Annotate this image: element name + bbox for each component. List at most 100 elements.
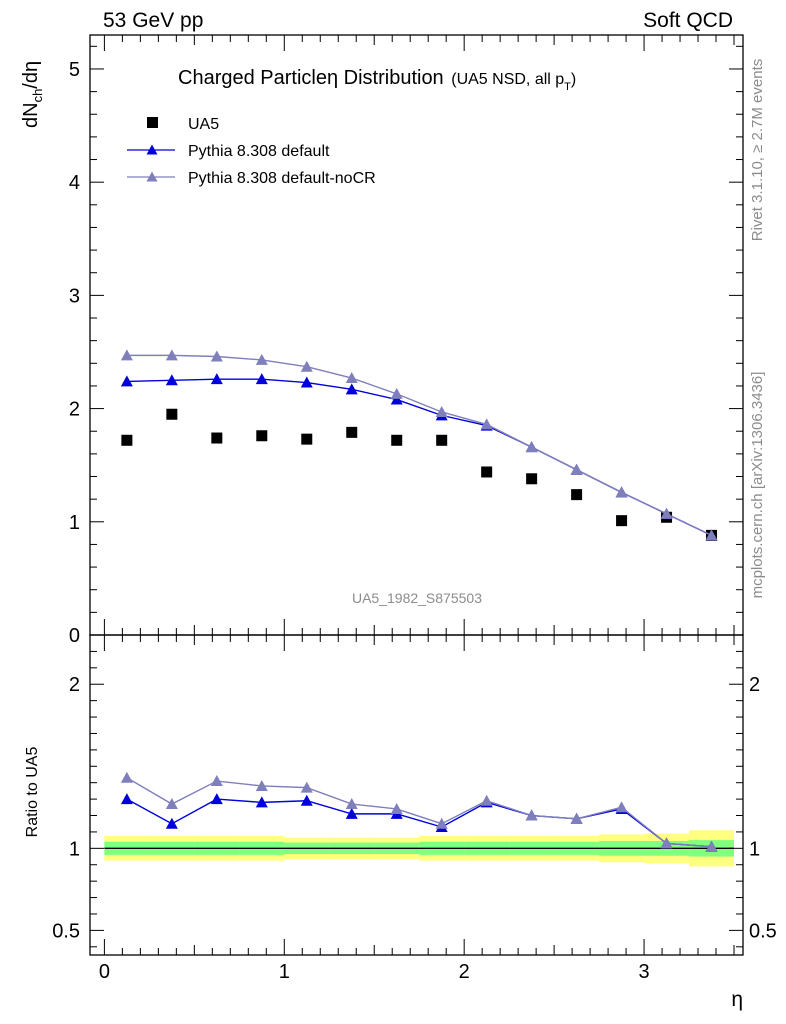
ratio-y-axis-label: Ratio to UA5 [24, 747, 41, 838]
main-axis-ticks: 0 1 2 3 4 5 [69, 35, 743, 647]
ratio-y-tick-label-right: 2 [749, 674, 760, 696]
main-y-tick-label: 3 [69, 285, 80, 307]
ratio-default-point [210, 793, 223, 805]
pythia-nocr-point [390, 387, 403, 399]
ua5-data-point [481, 466, 493, 478]
pythia-default-point [165, 374, 178, 386]
chart-title-subscript: T [564, 81, 571, 93]
pythia-default-point [120, 375, 133, 387]
pythia-nocr-point [255, 353, 268, 365]
pythia-default-point [300, 376, 313, 388]
ratio-nocr-point [435, 817, 448, 829]
ratio-nocr-point [345, 798, 358, 810]
ratio-nocr-point [660, 837, 673, 849]
pythia-nocr-point [480, 418, 493, 430]
legend-marker-nocr [146, 171, 158, 182]
ratio-nocr-point [165, 798, 178, 810]
ratio-nocr-point [255, 779, 268, 791]
ratio-nocr-point [525, 809, 538, 821]
x-tick-label: 2 [459, 961, 470, 983]
main-y-tick-label: 0 [69, 625, 80, 647]
chart-title-sub: (UA5 NSD, all p [451, 71, 564, 88]
ratio-series-group [120, 771, 718, 852]
ua5-data-point [571, 489, 583, 501]
ratio-default-point [345, 807, 358, 819]
main-y-tick-label: 5 [69, 59, 80, 81]
ratio-axis-ticks: 0.5 0.5 1 1 2 2 0 1 2 3 [52, 634, 777, 983]
pythia-nocr-point [570, 463, 583, 475]
ratio-nocr-point [480, 794, 493, 806]
ratio-nocr-point [210, 775, 223, 787]
x-axis-label: η [731, 988, 743, 1011]
legend-label-default: Pythia 8.308 default [188, 143, 330, 160]
pythia-nocr-point [660, 507, 673, 519]
pythia-nocr-point [300, 360, 313, 372]
ua5-data-point [616, 515, 628, 527]
ratio-y-tick-label-right: 0.5 [749, 920, 777, 942]
legend-marker-default [146, 144, 158, 155]
ua5-data-point [436, 434, 448, 446]
pythia-nocr-point [525, 441, 538, 453]
main-y-tick-label: 1 [69, 512, 80, 534]
chart-title-main: Charged Particleη Distribution [178, 67, 444, 89]
pythia-default-point [345, 383, 358, 395]
ratio-nocr-line [126, 777, 712, 848]
main-series-group [120, 349, 718, 541]
ua5-data-point [301, 433, 313, 445]
rivet-version-label: Rivet 3.1.10, ≥ 2.7M events [749, 59, 766, 242]
ua5-data-point [256, 430, 268, 442]
pythia-nocr-line [126, 354, 712, 537]
main-y-tick-label: 2 [69, 399, 80, 421]
ua5-data-point [526, 473, 538, 485]
analysis-id-label: UA5_1982_S875503 [352, 590, 482, 606]
pythia-nocr-point [165, 349, 178, 361]
pythia-nocr-point [345, 372, 358, 384]
main-y-label-end: /dη [20, 61, 42, 89]
main-y-tick-label: 4 [69, 172, 80, 194]
pythia-default-point [210, 373, 223, 385]
legend-label-ua5: UA5 [188, 116, 219, 133]
ratio-y-tick-label-right: 1 [749, 838, 760, 860]
ratio-y-tick-label-left: 1 [69, 838, 80, 860]
process-label: Soft QCD [643, 9, 733, 32]
chart-title: Charged Particleη Distribution (UA5 NSD,… [178, 67, 576, 93]
ratio-nocr-point [120, 771, 133, 783]
pythia-nocr-point [435, 405, 448, 417]
legend-marker-ua5 [147, 117, 158, 128]
pythia-nocr-point [705, 529, 718, 541]
ratio-default-point [300, 794, 313, 806]
ua5-data-point [346, 426, 358, 438]
ratio-nocr-point [390, 802, 403, 814]
pythia-default-point [255, 373, 268, 385]
ua5-data-point [166, 408, 178, 420]
ua5-data-point [391, 434, 403, 446]
pythia-nocr-point [615, 486, 628, 498]
ratio-default-point [165, 817, 178, 829]
ratio-y-tick-label-left: 0.5 [52, 920, 80, 942]
x-tick-label: 1 [279, 961, 290, 983]
ua5-data-point [121, 434, 133, 446]
ratio-default-point [120, 793, 133, 805]
ratio-nocr-point [705, 840, 718, 852]
ratio-default-point [255, 796, 268, 808]
main-y-label-subscript: ch [30, 89, 45, 103]
mcplots-reference-label: mcplots.cern.ch [arXiv:1306.3436] [749, 372, 766, 599]
pythia-default-point [390, 393, 403, 405]
chart-title-end: ) [571, 71, 576, 88]
legend-label-nocr: Pythia 8.308 default-noCR [188, 170, 376, 187]
ratio-default-line [126, 798, 712, 848]
ratio-y-tick-label-left: 2 [69, 674, 80, 696]
energy-label: 53 GeV pp [103, 9, 203, 32]
ua5-data-point [211, 432, 223, 444]
pythia-nocr-point [120, 349, 133, 361]
ratio-nocr-point [570, 812, 583, 824]
x-tick-label: 0 [99, 961, 110, 983]
ratio-plot-frame [89, 634, 744, 956]
x-tick-label: 3 [638, 961, 649, 983]
main-y-axis-label: dNch/dη [20, 61, 45, 128]
ratio-nocr-point [300, 781, 313, 793]
pythia-nocr-point [210, 350, 223, 362]
legend: UA5 Pythia 8.308 default Pythia 8.308 de… [127, 116, 376, 187]
ratio-uncertainty-bands [104, 830, 735, 867]
ratio-nocr-point [615, 801, 628, 813]
